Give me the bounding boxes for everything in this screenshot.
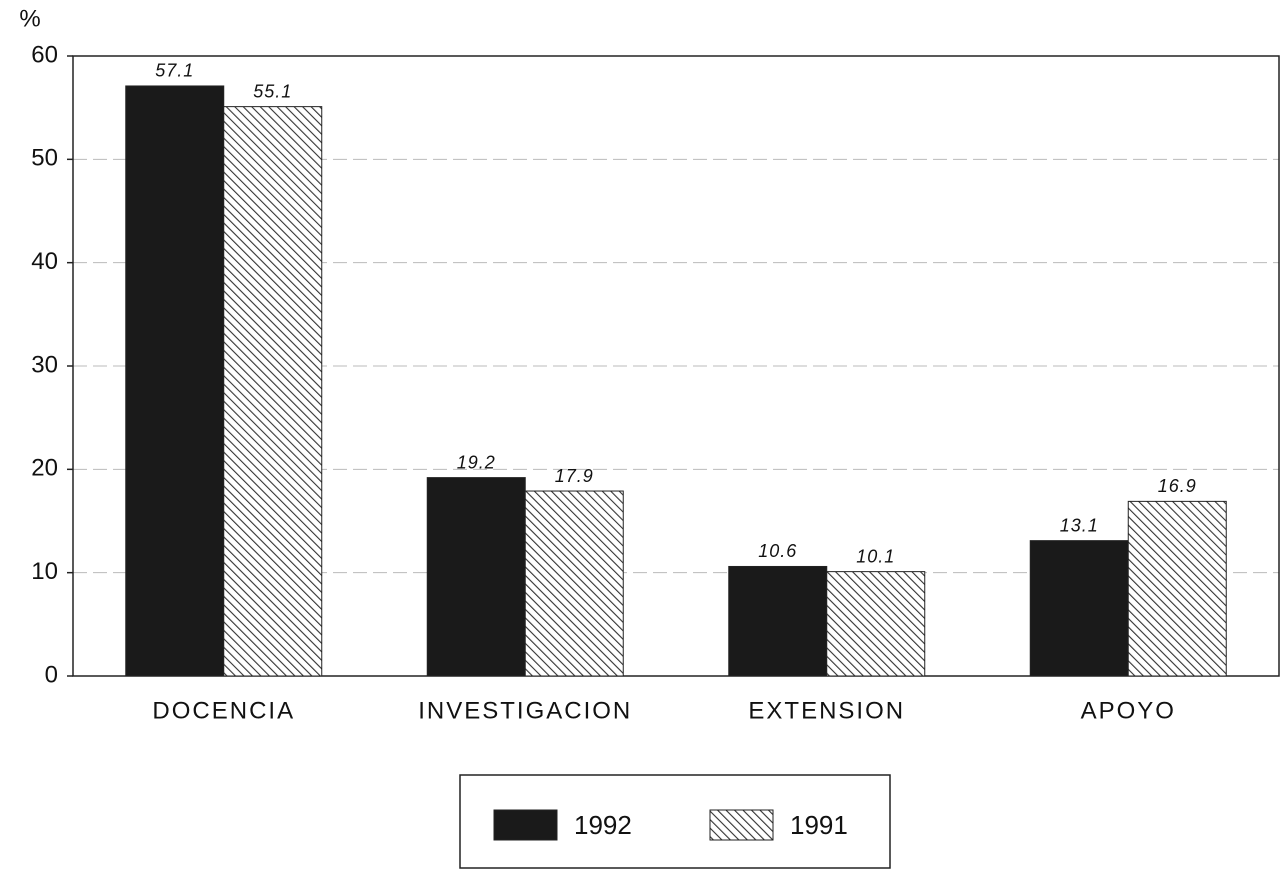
- y-tick-label: 20: [31, 455, 58, 482]
- bar: [1127, 500, 1227, 677]
- x-tick-label: DOCENCIA: [152, 697, 295, 724]
- y-tick-label: 50: [31, 145, 58, 172]
- bar: [826, 571, 926, 677]
- y-tick-label: 30: [31, 351, 58, 378]
- y-tick-label: 40: [31, 248, 58, 275]
- value-label: 10.1: [856, 546, 895, 566]
- legend-swatch: [709, 809, 774, 841]
- bar: [728, 565, 828, 677]
- y-tick-label: 10: [31, 558, 58, 585]
- x-tick-label: INVESTIGACION: [418, 697, 632, 724]
- bar: [524, 490, 624, 677]
- value-label: 16.9: [1158, 476, 1197, 496]
- y-tick-label: 60: [31, 41, 58, 68]
- bar: [125, 85, 225, 677]
- value-label: 17.9: [555, 466, 594, 486]
- x-tick-label: APOYO: [1081, 697, 1176, 724]
- bar: [426, 477, 526, 677]
- value-label: 57.1: [155, 61, 194, 81]
- value-label: 19.2: [457, 452, 496, 472]
- y-axis-label: %: [19, 5, 40, 32]
- bar: [1029, 540, 1129, 677]
- x-tick-label: EXTENSION: [748, 697, 905, 724]
- y-tick-label: 0: [45, 661, 58, 688]
- plot-frame: [72, 55, 1280, 677]
- value-label: 55.1: [253, 81, 292, 101]
- legend-swatch: [493, 809, 558, 841]
- bar: [223, 106, 323, 677]
- legend-label: 1991: [790, 810, 848, 840]
- value-label: 13.1: [1060, 515, 1099, 535]
- value-label: 10.6: [758, 541, 797, 561]
- legend-label: 1992: [574, 810, 632, 840]
